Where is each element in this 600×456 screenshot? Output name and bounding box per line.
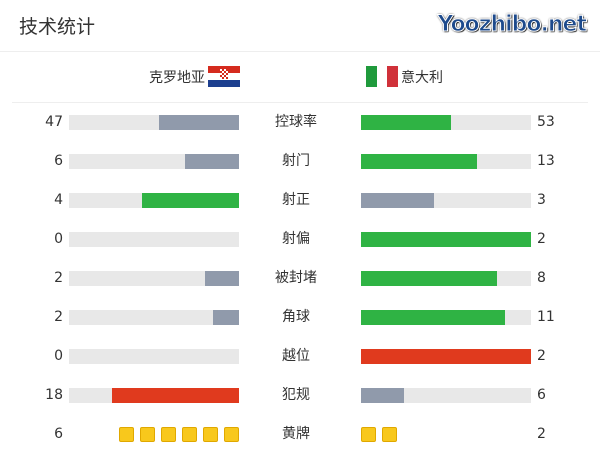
home-bar bbox=[69, 115, 239, 130]
home-value: 6 bbox=[54, 426, 63, 442]
yellow-card-icon bbox=[203, 427, 218, 442]
home-bar bbox=[69, 193, 239, 208]
away-value: 8 bbox=[537, 270, 546, 286]
away-bar-fill bbox=[361, 388, 404, 403]
away-value: 2 bbox=[537, 348, 546, 364]
home-bar-fill bbox=[141, 193, 239, 208]
home-value: 2 bbox=[54, 309, 63, 325]
away-value: 53 bbox=[537, 114, 555, 130]
away-bar-fill bbox=[361, 310, 505, 325]
away-bar bbox=[361, 271, 531, 286]
away-team-name: 意大利 bbox=[401, 69, 443, 86]
stat-row: 0 射偏 2 bbox=[0, 229, 600, 249]
away-bar-fill bbox=[361, 271, 497, 286]
home-bar bbox=[69, 154, 239, 169]
away-bar bbox=[361, 349, 531, 364]
yellow-card-icon bbox=[140, 427, 155, 442]
divider bbox=[0, 51, 600, 52]
home-value: 47 bbox=[45, 114, 63, 130]
away-value: 2 bbox=[537, 426, 546, 442]
panel-title: 技术统计 bbox=[19, 16, 96, 38]
divider bbox=[12, 102, 588, 103]
home-bar bbox=[69, 349, 239, 364]
away-team: 意大利 bbox=[366, 66, 443, 87]
home-bar-fill bbox=[111, 388, 239, 403]
home-bar bbox=[69, 388, 239, 403]
stat-label: 角球 bbox=[282, 309, 310, 325]
stat-row: 4 射正 3 bbox=[0, 190, 600, 210]
away-value: 6 bbox=[537, 387, 546, 403]
stat-row: 47 控球率 53 bbox=[0, 112, 600, 132]
stat-row: 6 射门 13 bbox=[0, 151, 600, 171]
home-value: 6 bbox=[54, 153, 63, 169]
croatia-flag-icon bbox=[208, 66, 240, 87]
home-value: 2 bbox=[54, 270, 63, 286]
away-bar bbox=[361, 388, 531, 403]
stat-label: 射门 bbox=[282, 153, 310, 169]
away-bar bbox=[361, 115, 531, 130]
away-bar bbox=[361, 310, 531, 325]
italy-flag-icon bbox=[366, 66, 399, 87]
away-value: 3 bbox=[537, 192, 546, 208]
stat-label: 射正 bbox=[282, 192, 310, 208]
yellow-card-icon bbox=[382, 427, 397, 442]
away-bar-fill bbox=[361, 115, 452, 130]
away-bar-fill bbox=[361, 232, 531, 247]
away-bar-fill bbox=[361, 154, 478, 169]
away-value: 13 bbox=[537, 153, 555, 169]
home-bar-fill bbox=[212, 310, 239, 325]
home-team: 克罗地亚 bbox=[149, 66, 240, 87]
stat-label: 控球率 bbox=[275, 114, 317, 130]
home-bar bbox=[69, 310, 239, 325]
stat-label: 黄牌 bbox=[282, 426, 310, 442]
stat-row: 2 角球 11 bbox=[0, 307, 600, 327]
away-bar-fill bbox=[361, 349, 531, 364]
stat-label: 射偏 bbox=[282, 231, 310, 247]
home-bar-fill bbox=[205, 271, 239, 286]
stat-label: 被封堵 bbox=[275, 270, 317, 286]
home-bar bbox=[69, 232, 239, 247]
away-bar bbox=[361, 193, 531, 208]
home-bar-fill bbox=[159, 115, 239, 130]
stat-row: 2 被封堵 8 bbox=[0, 268, 600, 288]
yellow-card-icon bbox=[161, 427, 176, 442]
home-cards bbox=[69, 427, 239, 442]
away-bar bbox=[361, 232, 531, 247]
home-value: 4 bbox=[54, 192, 63, 208]
home-team-name: 克罗地亚 bbox=[149, 69, 205, 86]
home-bar-fill bbox=[185, 154, 239, 169]
home-value: 0 bbox=[54, 348, 63, 364]
yellow-card-icon bbox=[182, 427, 197, 442]
yellow-card-icon bbox=[224, 427, 239, 442]
home-value: 18 bbox=[45, 387, 63, 403]
stat-row: 0 越位 2 bbox=[0, 346, 600, 366]
home-bar bbox=[69, 271, 239, 286]
away-bar bbox=[361, 154, 531, 169]
away-cards bbox=[361, 427, 531, 442]
away-bar-fill bbox=[361, 193, 434, 208]
yellow-card-icon bbox=[361, 427, 376, 442]
away-value: 2 bbox=[537, 231, 546, 247]
stat-label: 越位 bbox=[282, 348, 310, 364]
stat-label: 犯规 bbox=[282, 387, 310, 403]
yellow-card-icon bbox=[119, 427, 134, 442]
away-value: 11 bbox=[537, 309, 555, 325]
stat-row: 18 犯规 6 bbox=[0, 385, 600, 405]
watermark: Yoozhibo.net bbox=[437, 12, 587, 38]
home-value: 0 bbox=[54, 231, 63, 247]
stat-row-yellow-cards: 6 黄牌 2 bbox=[0, 424, 600, 444]
